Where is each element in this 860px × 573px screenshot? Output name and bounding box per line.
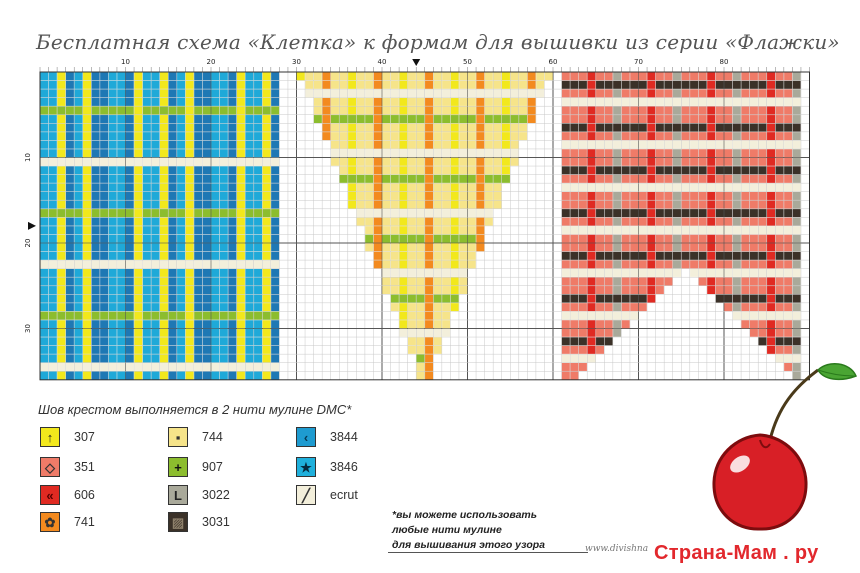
center-marker-top-icon — [412, 59, 421, 66]
page-title: Бесплатная схема «Клетка» к формам для в… — [36, 30, 840, 54]
star-icon: ★ — [296, 457, 316, 477]
legend-item-744: ▪ 744 — [168, 427, 223, 447]
top-tick-label: 80 — [720, 58, 729, 66]
legend-code: 3022 — [202, 488, 230, 502]
legend-code: 907 — [202, 460, 223, 474]
left-tick-label: 10 — [24, 153, 32, 162]
center-marker-left-icon — [28, 221, 36, 230]
top-tick-label: 30 — [292, 58, 301, 66]
small-square-icon: ▪ — [168, 427, 188, 447]
top-tick-label: 20 — [207, 58, 216, 66]
legend-item-741: ✿ 741 — [40, 512, 95, 532]
legend-code: 606 — [74, 488, 95, 502]
letter-l-icon: L — [168, 485, 188, 505]
top-tick-label: 40 — [378, 58, 387, 66]
legend-item-ecrut: ╱ ecrut — [296, 485, 358, 505]
legend-code: 307 — [74, 430, 95, 444]
flower-icon: ✿ — [40, 512, 60, 532]
legend-item-3022: L 3022 — [168, 485, 230, 505]
top-tick-label: 70 — [634, 58, 643, 66]
top-tick-label: 50 — [463, 58, 472, 66]
cross-stitch-chart: 10 20 30 40 50 60 70 80 10 20 30 — [24, 58, 810, 381]
cherry-logo-icon — [712, 363, 857, 531]
site-brand: Страна-Мам . ру — [654, 542, 819, 564]
note-line: *вы можете использовать — [392, 509, 537, 521]
slash-icon: ╱ — [296, 485, 316, 505]
legend-item-351: ◇ 351 — [40, 457, 95, 477]
legend-code: 741 — [74, 515, 95, 529]
angle-left-icon: ‹ — [296, 427, 316, 447]
legend-item-3844: ‹ 3844 — [296, 427, 358, 447]
instruction-text: Шов крестом выполняется в 2 нити мулине … — [38, 402, 352, 417]
legend-item-3031: ▨ 3031 — [168, 512, 230, 532]
top-tick-label: 10 — [121, 58, 130, 66]
signature-line — [388, 552, 588, 553]
arrow-up-icon: ↑ — [40, 427, 60, 447]
legend-item-907: +907 — [168, 457, 223, 477]
chevrons-icon: « — [40, 485, 60, 505]
legend-code: 3846 — [330, 460, 358, 474]
legend-code: 351 — [74, 460, 95, 474]
plus-icon: + — [168, 457, 188, 477]
top-tick-label: 60 — [549, 58, 558, 66]
hatched-icon: ▨ — [168, 512, 188, 532]
diamond-icon: ◇ — [40, 457, 60, 477]
legend-item-307: ↑ 307 — [40, 427, 95, 447]
legend-item-3846: ★ 3846 — [296, 457, 358, 477]
note-line: любые нити мулине — [392, 524, 502, 536]
note-text: *вы можете использовать любые нити мулин… — [392, 508, 545, 553]
legend-item-606: « 606 — [40, 485, 95, 505]
legend-code: 3844 — [330, 430, 358, 444]
legend-code: 3031 — [202, 515, 230, 529]
left-tick-label: 30 — [24, 324, 32, 333]
signature: www.divishna — [585, 544, 649, 554]
legend-code: 744 — [202, 430, 223, 444]
legend-code: ecrut — [330, 488, 358, 502]
note-line: для вышивания этого узора — [392, 539, 546, 551]
left-tick-label: 20 — [24, 239, 32, 248]
